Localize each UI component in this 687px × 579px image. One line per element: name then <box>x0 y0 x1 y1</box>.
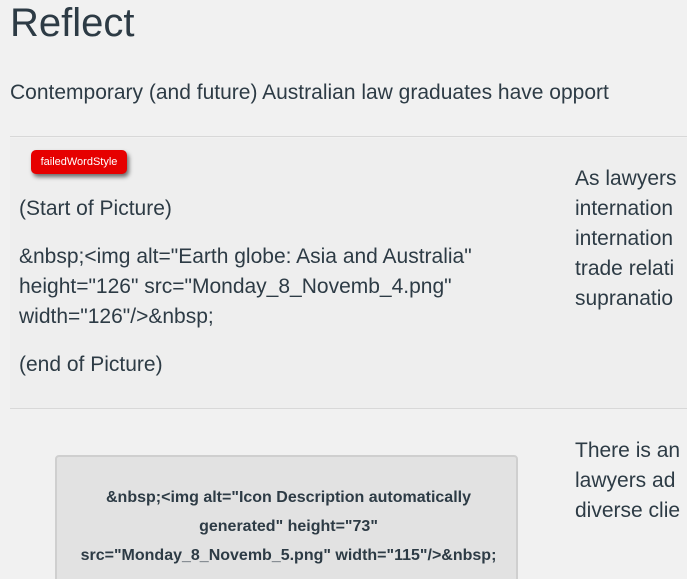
image-placeholder-line-3: src="Monday_8_Novemb_5.png" width="115"/… <box>80 547 497 564</box>
picture-code-line-3: width="126"/>&nbsp; <box>19 305 214 328</box>
picture-start-label: (Start of Picture) <box>19 197 172 220</box>
content-row-1 <box>10 138 687 408</box>
row1-right-line-3: internation <box>575 227 674 250</box>
image-placeholder-line-2: generated" height="73" <box>199 518 378 535</box>
row2-right-line-3: diverse clie <box>575 499 681 522</box>
page-title: Reflect <box>10 1 135 45</box>
row1-right-line-1: As lawyers <box>575 167 677 190</box>
row1-right-line-2: internation <box>575 197 674 220</box>
picture-end-label: (end of Picture) <box>19 353 163 376</box>
intro-paragraph: Contemporary (and future) Australian law… <box>10 81 609 104</box>
row2-right-line-2: lawyers ad <box>575 469 676 492</box>
row1-right-line-4: trade relati <box>575 257 675 280</box>
image-placeholder-box: &nbsp;<img alt="Icon Description automat… <box>55 455 518 579</box>
divider-middle <box>10 408 687 409</box>
picture-code-line-1: &nbsp;<img alt="Earth globe: Asia and Au… <box>19 245 472 268</box>
image-placeholder-line-1: &nbsp;<img alt="Icon Description automat… <box>106 489 471 506</box>
divider-top <box>10 136 687 137</box>
row2-right-line-1: There is an <box>575 439 681 462</box>
failed-word-style-badge: failedWordStyle <box>31 150 127 174</box>
picture-code-line-2: height="126" src="Monday_8_Novemb_4.png" <box>19 275 452 298</box>
row1-right-line-5: supranatio <box>575 287 674 310</box>
